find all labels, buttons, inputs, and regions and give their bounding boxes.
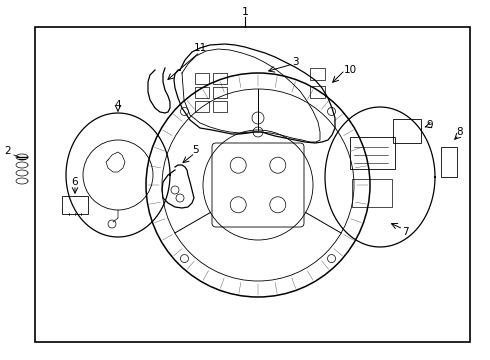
Bar (195, 101, 209, 112)
Text: 9: 9 (427, 120, 433, 130)
Text: 8: 8 (457, 127, 464, 137)
Bar (195, 73, 209, 84)
Bar (310, 86, 325, 98)
Text: 6: 6 (72, 177, 78, 187)
Text: 5: 5 (192, 145, 198, 155)
Text: 7: 7 (402, 227, 408, 237)
Bar (352, 179, 392, 207)
Text: 4: 4 (115, 100, 122, 110)
Bar (35, 27, 470, 342)
Text: 1: 1 (242, 7, 248, 17)
Text: 3: 3 (292, 57, 298, 67)
Bar (310, 68, 325, 80)
Bar (350, 137, 395, 169)
Bar (213, 87, 227, 98)
Text: 11: 11 (194, 43, 207, 53)
Bar (213, 101, 227, 112)
Bar (195, 87, 209, 98)
Text: 10: 10 (343, 65, 357, 75)
Bar (213, 73, 227, 84)
Text: 2: 2 (5, 146, 11, 156)
